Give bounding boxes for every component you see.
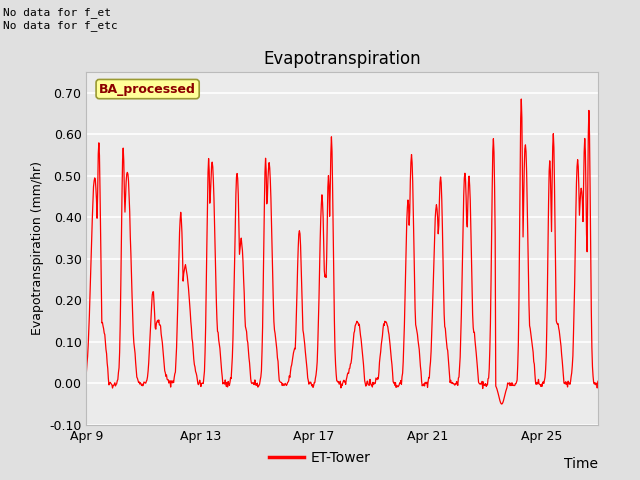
Text: No data for f_et
No data for f_etc: No data for f_et No data for f_etc — [3, 7, 118, 31]
Text: Time: Time — [564, 456, 598, 470]
Y-axis label: Evapotranspiration (mm/hr): Evapotranspiration (mm/hr) — [31, 161, 44, 336]
Title: Evapotranspiration: Evapotranspiration — [264, 49, 421, 68]
Text: BA_processed: BA_processed — [99, 83, 196, 96]
Legend: ET-Tower: ET-Tower — [264, 445, 376, 471]
